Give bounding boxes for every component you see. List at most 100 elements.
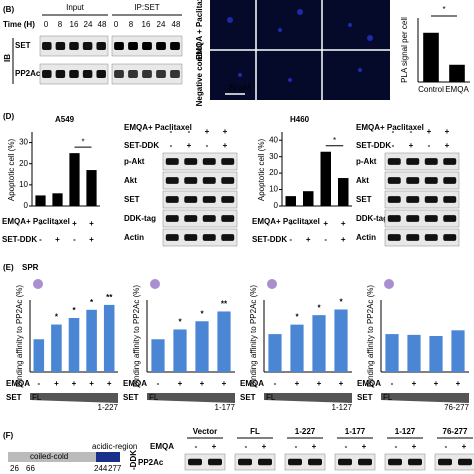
blot-band: [358, 458, 372, 466]
sign: -: [195, 442, 198, 451]
sign: +: [412, 442, 417, 451]
time: 8: [58, 20, 63, 29]
bar: [312, 315, 326, 372]
blot: [162, 171, 238, 190]
y-axis-label: Binding affinity to PP2Ac (%): [249, 285, 258, 387]
ib-label: IB: [3, 54, 12, 62]
significance: *: [295, 313, 299, 322]
sign: +: [362, 442, 367, 451]
blot-band: [443, 196, 457, 203]
sign: +: [306, 235, 311, 244]
domain-acidic: [96, 452, 120, 462]
significance: *: [200, 309, 204, 318]
x-tick-label: Control: [418, 85, 444, 94]
sign: -: [289, 235, 292, 244]
blot-band: [142, 70, 152, 78]
bar: [334, 309, 348, 372]
blot-row-label: PP2Ac: [138, 458, 164, 467]
time: 0: [44, 20, 49, 29]
cartoon: [150, 279, 160, 289]
blot-band: [165, 158, 179, 165]
fragment: 76-277: [444, 403, 469, 412]
sign: +: [341, 235, 346, 244]
blot-row-label: DDK-tag: [124, 214, 156, 223]
sign: -: [170, 127, 173, 136]
treatment-label: EMQA+ Paclitaxel: [356, 123, 424, 132]
blot: [234, 453, 276, 471]
time: 24: [157, 20, 166, 29]
panel-label: (B): [3, 5, 14, 14]
significance: *: [317, 303, 321, 312]
blot: [184, 453, 226, 471]
sign: +: [445, 141, 450, 150]
blot-row-label: Akt: [356, 176, 369, 185]
blot-band: [424, 177, 438, 184]
time: 48: [172, 20, 181, 29]
panel-label: (D): [3, 112, 14, 121]
blot-band: [42, 42, 52, 50]
sign: -: [274, 379, 277, 388]
sign: -: [37, 379, 40, 388]
blot-band: [308, 458, 322, 466]
y-axis-label: PLA signal per cell: [400, 17, 409, 83]
row-label: SET: [15, 41, 31, 50]
blot-band: [184, 158, 198, 165]
blot-band: [55, 70, 66, 78]
blot-band: [406, 158, 420, 165]
position: 66: [26, 464, 35, 473]
fragment: 1-227: [98, 403, 119, 412]
full-length: FL: [383, 393, 393, 402]
sign: +: [317, 379, 322, 388]
significance: *: [339, 298, 343, 307]
construct: 1-127: [395, 427, 416, 436]
significance: *: [333, 136, 336, 145]
blot: [162, 228, 238, 247]
blot-band: [184, 234, 198, 241]
bar: [195, 321, 209, 372]
sign: +: [312, 442, 317, 451]
sign: -: [39, 235, 42, 244]
blot-band: [221, 234, 235, 241]
sign: +: [222, 379, 227, 388]
sign: +: [445, 127, 450, 136]
blot-band: [443, 158, 457, 165]
blot-band: [338, 458, 352, 466]
blot-band: [221, 177, 235, 184]
y-tick-label: 20: [269, 168, 278, 177]
blot-band: [82, 42, 93, 50]
sign: -: [395, 442, 398, 451]
y-axis-label: Binding affinity to PP2Ac (%): [132, 285, 141, 387]
blot-band: [170, 70, 180, 78]
treatment-label: EMQA+ Paclitaxel: [252, 217, 320, 226]
bar: [217, 311, 231, 372]
sign: -: [392, 127, 395, 136]
blot: [384, 453, 426, 471]
significance: *: [72, 306, 76, 315]
gradient-wedge: [147, 393, 235, 403]
sign: -: [392, 141, 395, 150]
bar: [86, 170, 97, 206]
sign: -: [188, 127, 191, 136]
sign: +: [409, 141, 414, 150]
blot-band: [406, 234, 420, 241]
blot: [384, 152, 460, 171]
cartoon: [33, 279, 43, 289]
blot-band: [387, 177, 401, 184]
sign: +: [107, 379, 112, 388]
blot-band: [165, 234, 179, 241]
sign: -: [295, 442, 298, 451]
sign: +: [223, 141, 228, 150]
x-tick-label: EMQA: [445, 85, 469, 94]
domain-bar: [8, 452, 120, 462]
sign: +: [55, 235, 60, 244]
blot-band: [221, 215, 235, 222]
bar: [33, 339, 45, 372]
bar: [151, 339, 165, 372]
blot-row-label: Akt: [124, 176, 137, 185]
fragment: 1-177: [215, 403, 236, 412]
sign: +: [72, 219, 77, 228]
blot-band: [408, 458, 422, 466]
blot-band: [55, 42, 66, 50]
blot-band: [202, 234, 216, 241]
blot-band: [221, 196, 235, 203]
